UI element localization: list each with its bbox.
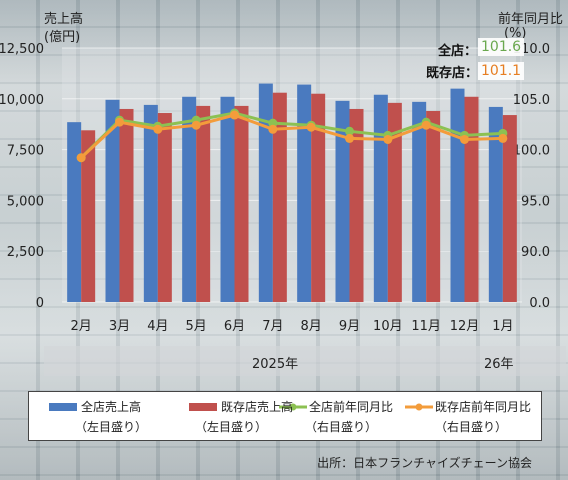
x-tick-label: 12月: [450, 319, 480, 334]
point-existing-yoy: [76, 153, 86, 163]
bar-all-sales: [220, 96, 235, 302]
left-tick-label: 12,500: [0, 42, 44, 57]
bar-existing-sales: [234, 105, 249, 302]
point-existing-yoy: [115, 117, 124, 127]
bar-existing-sales: [272, 92, 287, 302]
left-axis-unit: (億円): [44, 30, 81, 45]
legend-label-all-yoy: 全店前年同月比: [309, 400, 394, 414]
year-band: [44, 346, 566, 376]
point-existing-yoy: [345, 133, 354, 143]
point-existing-yoy: [230, 110, 239, 120]
x-tick-label: 9月: [339, 319, 360, 334]
right-tick-label: 100.0: [513, 144, 550, 159]
bar-existing-sales: [349, 108, 364, 303]
bar-all-sales: [143, 104, 158, 302]
point-existing-yoy: [306, 122, 316, 132]
bar-existing-sales: [311, 93, 326, 302]
legend-marker-all-yoy: [289, 403, 297, 411]
left-tick-label: 10,000: [0, 93, 44, 108]
year-label-26: 26年: [484, 357, 514, 372]
legend-sub-all-sales: （左目盛り）: [75, 420, 148, 434]
right-axis-title: 前年同月比: [498, 12, 564, 27]
x-tick-label: 1月: [492, 319, 513, 334]
x-tick-label: 4月: [147, 319, 168, 334]
bar-existing-sales: [157, 113, 172, 302]
x-tick-label: 7月: [262, 319, 283, 334]
plot-area: [62, 48, 522, 302]
bar-all-sales: [258, 83, 273, 302]
bar-all-sales: [335, 100, 350, 302]
bar-all-sales: [450, 88, 465, 302]
legend-sub-existing-sales: （左目盛り）: [195, 420, 268, 434]
right-axis-unit: (%): [504, 26, 527, 41]
left-tick-label: 7,500: [7, 144, 44, 159]
callout-all-label: 全店：: [438, 44, 478, 59]
bar-existing-sales: [464, 96, 479, 302]
bar-all-sales: [105, 99, 120, 302]
legend-swatch-all-sales: [49, 403, 77, 411]
bar-existing-sales: [119, 108, 134, 303]
left-axis-title: 売上高: [44, 12, 84, 27]
right-tick-label: 0.0: [529, 296, 550, 311]
x-tick-label: 3月: [109, 319, 130, 334]
point-existing-yoy: [421, 120, 431, 130]
x-tick-label: 6月: [224, 319, 245, 334]
point-existing-yoy: [498, 133, 508, 143]
bar-all-sales: [297, 84, 312, 303]
chart-svg: 12,50010,0007,5005,0002,5000110.0105.010…: [0, 42, 550, 334]
right-tick-label: 95.0: [521, 194, 550, 209]
bar-existing-sales: [196, 105, 211, 302]
legend-label-existing-yoy: 既存店前年同月比: [435, 400, 532, 414]
left-tick-label: 0: [36, 296, 44, 311]
legend-label-all-sales: 全店売上高: [81, 400, 142, 414]
legend-swatch-existing-sales: [189, 403, 217, 411]
legend: 全店売上高 （左目盛り） 既存店売上高 （左目盛り） 全店前年同月比 （右目盛り…: [28, 391, 542, 441]
right-tick-label: 105.0: [513, 93, 550, 108]
bar-existing-sales: [387, 102, 402, 302]
callout-all-value: 101.6: [478, 38, 525, 56]
legend-swatches: [49, 403, 433, 411]
callout-existing-value: 101.1: [478, 62, 525, 80]
bar-all-sales: [412, 101, 427, 303]
bar-all-sales: [67, 122, 82, 302]
legend-marker-existing-yoy: [415, 403, 423, 411]
point-existing-yoy: [460, 134, 469, 144]
line-existing-yoy: [80, 113, 503, 159]
legend-sub-all-yoy: （右目盛り）: [305, 420, 378, 434]
legend-sub-existing-yoy: （右目盛り）: [435, 420, 508, 434]
x-tick-label: 2月: [71, 319, 92, 334]
callout-existing-label: 既存店：: [426, 66, 479, 81]
bar-all-sales: [182, 96, 197, 302]
left-tick-label: 2,500: [7, 245, 44, 260]
point-existing-yoy: [153, 124, 163, 134]
point-existing-yoy: [383, 134, 393, 144]
bar-existing-sales: [426, 110, 441, 302]
bar-existing-sales: [81, 130, 96, 302]
line-all-yoy: [80, 111, 503, 159]
x-tick-label: 8月: [301, 319, 322, 334]
x-tick-label: 11月: [411, 319, 441, 334]
right-tick-label: 90.0: [521, 245, 550, 260]
x-tick-label: 10月: [373, 319, 403, 334]
bar-all-sales: [488, 106, 503, 302]
point-existing-yoy: [191, 120, 201, 130]
bar-existing-sales: [502, 115, 517, 302]
point-all-yoy: [345, 126, 354, 136]
bar-all-sales: [373, 94, 388, 303]
source-note: 出所：日本フランチャイズチェーン協会: [317, 456, 532, 470]
point-existing-yoy: [268, 124, 278, 134]
legend-label-existing-sales: 既存店売上高: [221, 400, 294, 414]
x-tick-label: 5月: [186, 319, 207, 334]
year-label-2025: 2025年: [252, 357, 299, 372]
left-tick-label: 5,000: [7, 194, 44, 209]
